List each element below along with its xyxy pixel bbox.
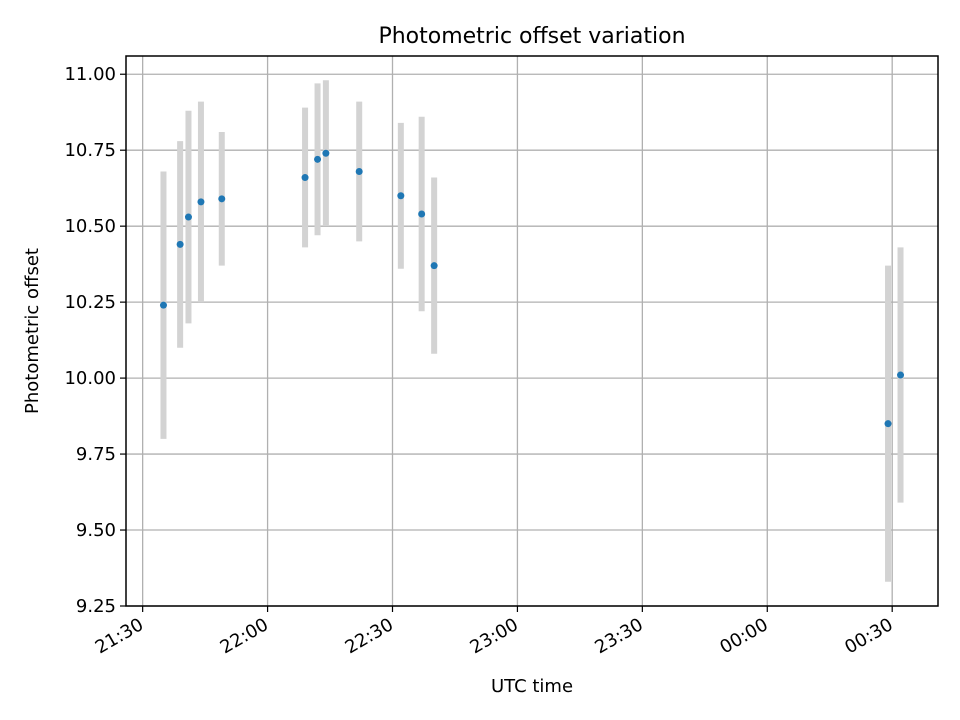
x-axis-label: UTC time <box>491 676 573 697</box>
data-point <box>355 167 363 175</box>
y-tick-label: 10.75 <box>64 140 116 161</box>
y-tick-label: 9.25 <box>76 596 116 617</box>
data-point <box>430 262 438 270</box>
y-tick-label: 10.00 <box>64 368 116 389</box>
data-point <box>397 192 405 200</box>
y-tick-label: 11.00 <box>64 64 116 85</box>
y-axis-label: Photometric offset <box>22 248 43 414</box>
data-point <box>176 240 184 248</box>
data-points <box>159 149 905 428</box>
data-point <box>184 213 192 221</box>
plot-frame <box>125 55 939 607</box>
data-point <box>314 155 322 163</box>
data-point <box>301 174 309 182</box>
data-point <box>418 210 426 218</box>
y-tick-label: 9.75 <box>76 444 116 465</box>
data-point <box>897 371 905 379</box>
data-point <box>218 195 226 203</box>
data-point <box>322 149 330 157</box>
y-axis-ticks: 9.25 9.50 9.75 10.00 10.25 10.50 10.75 11.00 <box>64 64 126 617</box>
data-point <box>159 301 167 309</box>
data-point <box>884 420 892 428</box>
chart-title: Photometric offset variation <box>378 24 685 49</box>
grid <box>126 56 938 607</box>
y-tick-label: 9.50 <box>76 520 116 541</box>
y-tick-label: 10.25 <box>64 292 116 313</box>
data-point <box>197 198 205 206</box>
y-tick-label: 10.50 <box>64 216 116 237</box>
